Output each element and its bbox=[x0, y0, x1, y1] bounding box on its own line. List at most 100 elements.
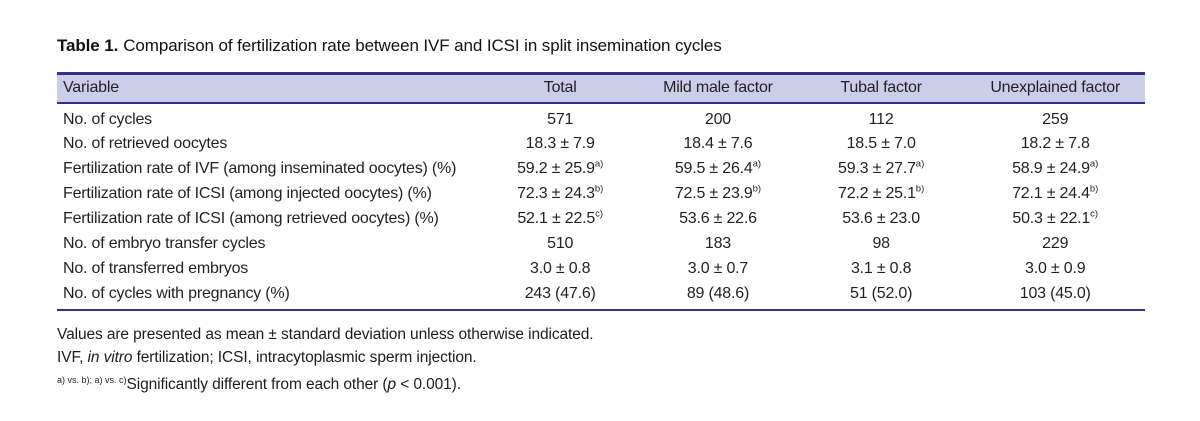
cell-value: 112 bbox=[868, 110, 894, 128]
row-label: No. of transferred embryos bbox=[63, 260, 249, 277]
cell-mild-male: 200 bbox=[639, 103, 797, 132]
cell-value: 571 bbox=[547, 110, 574, 128]
cell-superscript: b) bbox=[915, 183, 925, 195]
table-row: Fertilization rate of ICSI (among inject… bbox=[57, 182, 1145, 207]
row-label: Fertilization rate of IVF (among insemin… bbox=[63, 160, 457, 177]
cell-unexplained: 259 bbox=[965, 103, 1145, 132]
cell-value: 72.1 ± 24.4 bbox=[1012, 185, 1090, 202]
table-row: Fertilization rate of ICSI (among retrie… bbox=[57, 207, 1145, 232]
cell-superscript: c) bbox=[595, 208, 604, 220]
cell-unexplained: 50.3 ± 22.1c) bbox=[965, 207, 1145, 232]
cell-mild-male: 59.5 ± 26.4a) bbox=[639, 157, 797, 182]
cell-unexplained: 103 (45.0) bbox=[965, 282, 1145, 310]
cell-tubal: 51 (52.0) bbox=[797, 282, 966, 310]
table-row: No. of cycles 571 200 112 259 bbox=[57, 103, 1145, 132]
cell-value: 51 (52.0) bbox=[850, 284, 913, 302]
cell-tubal: 112 bbox=[797, 103, 966, 132]
footnote-significance-post: < 0.001). bbox=[396, 375, 461, 393]
row-label: Fertilization rate of ICSI (among retrie… bbox=[63, 210, 439, 227]
table-caption: Table 1. Comparison of fertilization rate… bbox=[57, 36, 1145, 56]
cell-tubal: 59.3 ± 27.7a) bbox=[797, 157, 966, 182]
cell-value: 243 (47.6) bbox=[524, 284, 596, 302]
cell-total: 18.3 ± 7.9 bbox=[481, 132, 639, 157]
table-row: No. of transferred embryos 3.0 ± 0.8 3.0… bbox=[57, 257, 1145, 282]
cell-superscript: b) bbox=[1089, 183, 1099, 195]
cell-value: 3.0 ± 0.7 bbox=[687, 260, 749, 277]
cell-tubal: 98 bbox=[797, 232, 966, 257]
cell-value: 59.3 ± 27.7 bbox=[838, 160, 916, 177]
cell-mild-male: 18.4 ± 7.6 bbox=[639, 132, 797, 157]
cell-value: 53.6 ± 22.6 bbox=[679, 210, 757, 227]
footnote-values-note: Values are presented as mean ± standard … bbox=[57, 325, 594, 343]
row-label: No. of retrieved oocytes bbox=[63, 135, 228, 152]
footnote-abbrev-italic: in vitro bbox=[87, 348, 133, 366]
cell-mild-male: 53.6 ± 22.6 bbox=[639, 207, 797, 232]
table-footnotes: Values are presented as mean ± standard … bbox=[57, 323, 1145, 396]
cell-value: 59.2 ± 25.9 bbox=[517, 160, 595, 177]
cell-total: 59.2 ± 25.9a) bbox=[481, 157, 639, 182]
footnote-abbrev-pre: IVF, bbox=[57, 348, 88, 366]
cell-tubal: 3.1 ± 0.8 bbox=[797, 257, 966, 282]
cell-value: 89 (48.6) bbox=[686, 284, 750, 302]
table-row: No. of cycles with pregnancy (%) 243 (47… bbox=[57, 282, 1145, 310]
cell-total: 72.3 ± 24.3b) bbox=[481, 182, 639, 207]
footnote-superscript-prefix: a) vs. b); a) vs. c) bbox=[57, 374, 127, 385]
cell-value: 98 bbox=[872, 235, 890, 252]
cell-value: 59.5 ± 26.4 bbox=[674, 160, 753, 177]
cell-superscript: b) bbox=[752, 183, 762, 195]
table-caption-number: Table 1. bbox=[57, 36, 119, 55]
data-table: Variable Total Mild male factor Tubal fa… bbox=[57, 72, 1145, 311]
cell-value: 259 bbox=[1042, 110, 1069, 128]
cell-unexplained: 3.0 ± 0.9 bbox=[965, 257, 1145, 282]
table-header-row: Variable Total Mild male factor Tubal fa… bbox=[57, 73, 1145, 104]
cell-value: 53.6 ± 23.0 bbox=[842, 210, 921, 227]
cell-mild-male: 183 bbox=[639, 232, 797, 257]
cell-value: 200 bbox=[704, 110, 731, 128]
footnote-p-italic: p bbox=[387, 375, 397, 393]
row-label: No. of cycles bbox=[63, 110, 152, 128]
cell-superscript: a) bbox=[1089, 158, 1099, 170]
column-header-variable: Variable bbox=[57, 73, 482, 104]
footnote-significance-pre: Significantly different from each other … bbox=[126, 375, 388, 393]
cell-value: 58.9 ± 24.9 bbox=[1012, 160, 1090, 177]
footnote-significance: a) vs. b); a) vs. c)Significantly differ… bbox=[57, 369, 1145, 396]
cell-superscript: a) bbox=[594, 158, 604, 170]
cell-superscript: b) bbox=[594, 183, 604, 195]
footnote-abbrev-post: fertilization; ICSI, intracytoplasmic sp… bbox=[132, 348, 477, 366]
cell-unexplained: 72.1 ± 24.4b) bbox=[965, 182, 1145, 207]
cell-mild-male: 3.0 ± 0.7 bbox=[639, 257, 797, 282]
cell-total: 52.1 ± 22.5c) bbox=[481, 207, 639, 232]
cell-value: 183 bbox=[704, 235, 731, 252]
cell-superscript: c) bbox=[1090, 208, 1099, 220]
cell-value: 510 bbox=[547, 235, 574, 252]
table-row: No. of retrieved oocytes 18.3 ± 7.9 18.4… bbox=[57, 132, 1145, 157]
cell-total: 510 bbox=[481, 232, 639, 257]
cell-unexplained: 18.2 ± 7.8 bbox=[965, 132, 1145, 157]
cell-value: 103 (45.0) bbox=[1019, 284, 1091, 302]
cell-value: 3.1 ± 0.8 bbox=[850, 260, 912, 277]
cell-value: 50.3 ± 22.1 bbox=[1012, 210, 1091, 227]
row-label: Fertilization rate of ICSI (among inject… bbox=[63, 185, 432, 202]
footnote-abbreviations: IVF, in vitro fertilization; ICSI, intra… bbox=[57, 346, 1145, 369]
cell-value: 18.3 ± 7.9 bbox=[525, 135, 595, 152]
cell-value: 72.5 ± 23.9 bbox=[674, 185, 753, 202]
column-header-unexplained-factor: Unexplained factor bbox=[965, 73, 1145, 104]
cell-unexplained: 229 bbox=[965, 232, 1145, 257]
cell-value: 72.2 ± 25.1 bbox=[838, 185, 916, 202]
row-label: No. of embryo transfer cycles bbox=[63, 235, 266, 252]
table-row: No. of embryo transfer cycles 510 183 98… bbox=[57, 232, 1145, 257]
cell-superscript: a) bbox=[752, 158, 762, 170]
cell-value: 3.0 ± 0.9 bbox=[1025, 260, 1086, 277]
table-row: Fertilization rate of IVF (among insemin… bbox=[57, 157, 1145, 182]
column-header-tubal-factor: Tubal factor bbox=[796, 73, 966, 104]
column-header-mild-male-factor: Mild male factor bbox=[639, 73, 797, 104]
cell-total: 3.0 ± 0.8 bbox=[481, 257, 639, 282]
row-label: No. of cycles with pregnancy (%) bbox=[63, 284, 290, 302]
cell-tubal: 18.5 ± 7.0 bbox=[797, 132, 966, 157]
cell-value: 229 bbox=[1042, 235, 1069, 252]
cell-tubal: 53.6 ± 23.0 bbox=[797, 207, 966, 232]
cell-value: 18.2 ± 7.8 bbox=[1020, 135, 1090, 152]
cell-superscript: a) bbox=[915, 158, 925, 170]
cell-value: 3.0 ± 0.8 bbox=[530, 260, 591, 277]
